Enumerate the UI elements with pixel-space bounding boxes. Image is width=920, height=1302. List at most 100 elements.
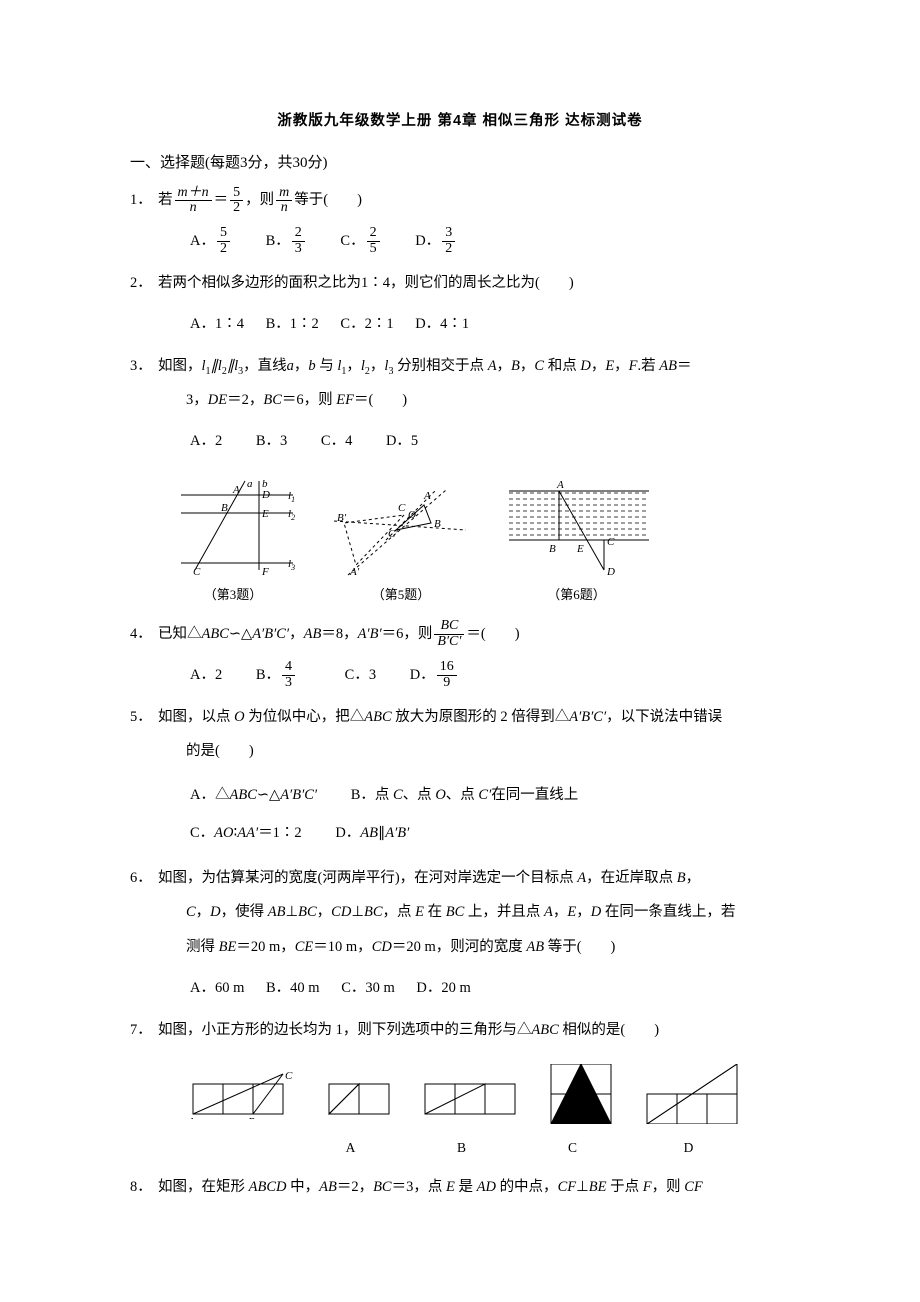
question-4: 4．已知△ABC∽△A′B′C′，AB＝8，A′B′＝6，则BCB′C′＝( )	[130, 617, 790, 652]
q-number: 5．	[130, 700, 158, 735]
svg-text:l3: l3	[288, 558, 295, 572]
option-D: D．169	[410, 660, 459, 692]
option-B: B．23	[266, 226, 307, 258]
q6-options: A．60 m B．40 m C．30 m D．20 m	[130, 973, 790, 1005]
svg-text:B: B	[549, 543, 556, 555]
q1-options: A．52 B．23 C．25 D．32	[130, 226, 790, 258]
option-D: D．AB∥A′B′	[335, 815, 409, 853]
svg-text:A: A	[232, 484, 240, 496]
q-number: 6．	[130, 861, 158, 896]
numerator: m＋n	[178, 185, 209, 200]
figures-q7: ABC ABCD	[185, 1058, 790, 1162]
q4-options: A．2 B．43 C．3 D．169	[130, 660, 790, 692]
svg-text:l1: l1	[288, 490, 295, 504]
q5-options: A．△ABC∽△A′B′C′ B．点 C、点 O、点 C′在同一直线上 C．AO…	[130, 777, 790, 852]
figure-q7-B	[420, 1069, 520, 1119]
figures-row-3-5-6: Aab Dl1 BEl2 CFl3 （第3题） ABC′ O B′A′C （第5…	[160, 472, 790, 609]
option-B: B．1∶2	[266, 309, 319, 341]
option-C: C．2∶1	[340, 309, 393, 341]
option-label-C: C	[523, 1133, 622, 1160]
q-number: 4．	[130, 617, 158, 652]
question-2: 2．若两个相似多边形的面积之比为1∶4，则它们的周长之比为( )	[130, 266, 790, 301]
option-C: C．3	[345, 660, 376, 692]
q3-options: A．2 B．3 C．4 D．5	[130, 426, 790, 458]
text: 若两个相似多边形的面积之比为1∶4，则它们的周长之比为( )	[158, 275, 574, 291]
svg-text:C: C	[285, 1070, 293, 1082]
figure-q7-abc: A B C	[188, 1069, 298, 1119]
text: 如图，	[158, 358, 202, 374]
q-number: 1．	[130, 183, 158, 218]
text: 若	[158, 192, 173, 208]
svg-text:B: B	[248, 1116, 255, 1119]
numerator: m	[279, 185, 289, 200]
option-A: A．52	[190, 226, 232, 258]
page-title: 浙教版九年级数学上册 第4章 相似三角形 达标测试卷	[130, 110, 790, 133]
figure-q7-D	[642, 1064, 752, 1124]
question-3: 3．如图，l1∥l2∥l3，直线a，b 与 l1，l2，l3 分别相交于点 A，…	[130, 349, 790, 419]
svg-text:O: O	[408, 509, 416, 521]
numerator: 5	[230, 186, 243, 201]
question-7: 7．如图，小正方形的边长均为 1，则下列选项中的三角形与△ABC 相似的是( )	[130, 1013, 790, 1048]
figure-caption: （第6题）	[499, 585, 654, 606]
section-heading: 一、选择题(每题3分，共30分)	[130, 151, 790, 175]
option-label-A: A	[301, 1133, 400, 1160]
question-6: 6．如图，为估算某河的宽度(河两岸平行)，在河对岸选定一个目标点 A，在近岸取点…	[130, 861, 790, 965]
text: ，则	[245, 192, 274, 208]
svg-text:A′: A′	[349, 566, 360, 578]
text: 等于( )	[294, 192, 362, 208]
q-number: 2．	[130, 266, 158, 301]
question-1: 1．若m＋nn＝52，则mn等于( )	[130, 183, 790, 218]
denominator: n	[190, 200, 197, 215]
figure-q5: A B C′ O B′ A′ C	[326, 475, 476, 585]
option-A: A．1∶4	[190, 309, 244, 341]
option-label-B: B	[402, 1133, 521, 1160]
option-B: B．点 C、点 O、点 C′在同一直线上	[351, 777, 579, 815]
option-C: C．AO∶AA′＝1∶2	[190, 815, 302, 853]
svg-text:A: A	[423, 490, 431, 502]
svg-text:C: C	[398, 502, 406, 514]
svg-text:E: E	[261, 508, 269, 520]
svg-text:a: a	[247, 478, 253, 490]
option-A: A．△ABC∽△A′B′C′	[190, 777, 317, 815]
option-D: D．20 m	[416, 973, 470, 1005]
svg-text:B′: B′	[337, 512, 347, 524]
figure-q7-C	[541, 1064, 621, 1124]
option-C: C．4	[321, 426, 352, 458]
option-B: B．43	[256, 660, 297, 692]
q-number: 8．	[130, 1170, 158, 1205]
svg-text:B: B	[221, 502, 228, 514]
option-A: A．2	[190, 660, 222, 692]
figure-caption: （第3题）	[163, 585, 303, 606]
option-label-D: D	[624, 1133, 753, 1160]
option-A: A．2	[190, 426, 222, 458]
q-number: 3．	[130, 349, 158, 384]
option-C: C．25	[340, 226, 381, 258]
svg-text:D: D	[606, 566, 615, 578]
denominator: n	[281, 200, 288, 215]
q2-options: A．1∶4 B．1∶2 C．2∶1 D．4∶1	[130, 309, 790, 341]
svg-text:F: F	[261, 566, 269, 578]
option-D: D．4∶1	[415, 309, 469, 341]
svg-text:A: A	[556, 479, 564, 491]
svg-text:E: E	[576, 543, 584, 555]
figure-q7-A	[319, 1069, 399, 1119]
svg-text:C: C	[193, 566, 201, 578]
figure-q3: Aab Dl1 BEl2 CFl3	[163, 475, 303, 585]
question-8: 8．如图，在矩形 ABCD 中，AB＝2，BC＝3，点 E 是 AD 的中点，C…	[130, 1170, 790, 1205]
text: ＝	[214, 192, 229, 208]
option-B: B．3	[256, 426, 287, 458]
svg-text:l2: l2	[288, 508, 295, 522]
denominator: 2	[230, 200, 243, 216]
q-number: 7．	[130, 1013, 158, 1048]
svg-text:C: C	[607, 536, 615, 548]
svg-text:B: B	[434, 518, 441, 530]
option-A: A．60 m	[190, 973, 244, 1005]
figure-q6: A B E C D	[499, 475, 654, 585]
svg-text:A: A	[188, 1116, 195, 1119]
option-D: D．32	[415, 226, 457, 258]
option-B: B．40 m	[266, 973, 320, 1005]
option-C: C．30 m	[341, 973, 395, 1005]
svg-text:C′: C′	[388, 528, 398, 540]
figure-caption: （第5题）	[326, 585, 476, 606]
option-D: D．5	[386, 426, 418, 458]
